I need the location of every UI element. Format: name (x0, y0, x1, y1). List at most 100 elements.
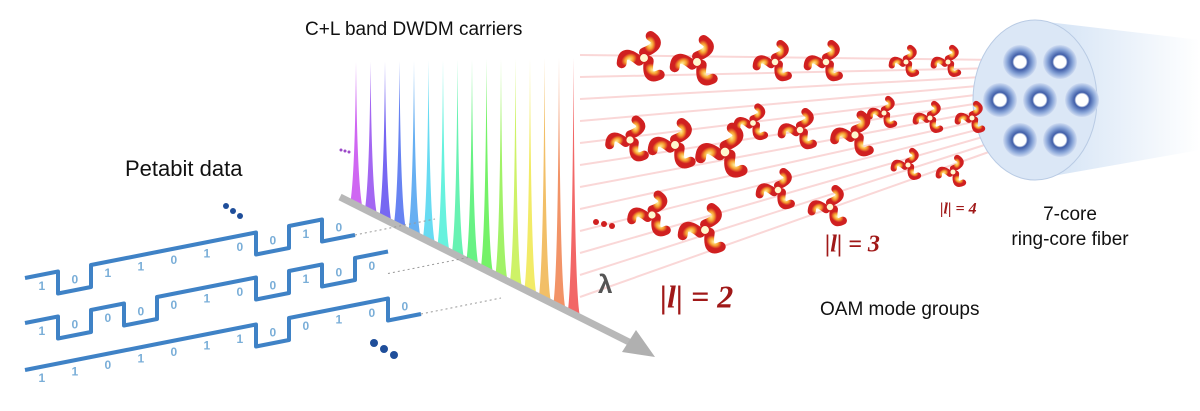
spiral-arm (890, 159, 909, 172)
spiral-arm (949, 154, 964, 172)
spiral-arm (692, 35, 714, 62)
spiral-core (750, 120, 756, 126)
spiral-core (822, 58, 830, 66)
mode-label: |l| = 2 (660, 278, 733, 314)
spiral-arm (930, 56, 949, 69)
spiral-arm (719, 122, 744, 152)
spiral-core (927, 115, 933, 121)
oam-beam (755, 167, 795, 210)
spiral-arm (807, 200, 831, 216)
spiral-arm (770, 39, 789, 62)
spiral-arm (700, 203, 722, 230)
spiral-arm (627, 207, 653, 225)
oam-beam (627, 190, 671, 237)
bit: 1 (204, 246, 211, 260)
spiral-arm (904, 147, 919, 165)
bit: 0 (138, 304, 145, 318)
spiral-arm (755, 183, 779, 199)
fiber-label: 7-core (1043, 204, 1097, 225)
bit: 0 (402, 299, 409, 313)
carrier (393, 61, 406, 227)
oam-beam (912, 100, 944, 133)
spiral-arm (888, 56, 907, 69)
spiral-arm (830, 127, 856, 145)
spiral-arm (647, 136, 676, 156)
spiral-arm (695, 143, 726, 164)
oam-beam (752, 39, 792, 82)
spiral-arm (752, 121, 769, 140)
spiral-arm (724, 149, 748, 178)
carrier (509, 58, 522, 285)
oam-label: OAM mode groups (820, 299, 979, 320)
stream-guide (420, 297, 502, 315)
spiral-arm (643, 55, 665, 82)
spiral-arm (968, 100, 983, 118)
wavelength-axis (338, 193, 637, 349)
beam (579, 75, 1001, 100)
spiral-core (851, 131, 859, 139)
bit-wave (24, 217, 356, 296)
spiral-arm (777, 188, 795, 210)
bit: 0 (72, 317, 79, 331)
oam-beam (866, 95, 898, 128)
oam-beam (830, 110, 874, 157)
spiral-arm (696, 59, 718, 86)
spiral-core (905, 162, 911, 168)
bit: 0 (237, 285, 244, 299)
spiral-arm (883, 111, 898, 128)
stream-guide (387, 257, 469, 274)
ellipsis (593, 219, 615, 229)
spiral-arm (944, 44, 959, 62)
stream-guide (354, 218, 436, 236)
bit-wave (24, 249, 389, 341)
beam (579, 83, 1001, 122)
spiral-arm (799, 128, 817, 150)
carrier (480, 59, 493, 271)
spiral-arm (971, 116, 986, 133)
beam (579, 131, 1001, 254)
bit: 1 (336, 312, 343, 326)
spiral-core (969, 115, 975, 121)
spiral-core (626, 136, 634, 144)
oam-beam (935, 154, 967, 187)
bit: 0 (336, 220, 343, 234)
carrier (466, 59, 478, 263)
oam-beam (807, 184, 847, 227)
carrier (495, 59, 507, 278)
spiral-arm (605, 132, 631, 150)
carrier (350, 62, 362, 205)
fiber-core (1065, 83, 1099, 117)
spiral-arm (905, 60, 920, 77)
spiral-arm (625, 115, 646, 140)
spiral-core (771, 58, 779, 66)
spiral-arm (669, 53, 698, 73)
carrier (451, 59, 464, 256)
bit: 1 (39, 279, 46, 293)
spiral-core (648, 211, 656, 219)
spiral-arm (912, 112, 931, 125)
spiral-core (701, 226, 709, 234)
oam-beam (616, 31, 665, 82)
spiral-arm (880, 95, 895, 113)
spiral-arm (926, 100, 941, 118)
spiral-core (693, 58, 701, 66)
spiral-arm (803, 55, 827, 71)
oam-beam (954, 100, 986, 133)
oam-beam (930, 44, 962, 77)
spiral-arm (677, 221, 706, 241)
beam (579, 91, 1001, 144)
bit: 0 (105, 311, 112, 325)
carrier (437, 60, 449, 249)
oam-beam (677, 203, 726, 254)
beam (579, 115, 1001, 210)
spiral-core (796, 126, 804, 134)
fiber-core (983, 83, 1017, 117)
carriers-label: C+L band DWDM carriers (305, 19, 522, 40)
bit: 0 (171, 345, 178, 359)
spiral-core (640, 54, 648, 62)
carrier (567, 57, 580, 314)
spiral-arm (774, 60, 792, 82)
bit: 1 (204, 338, 211, 352)
ellipsis (223, 203, 398, 359)
carrier (379, 61, 391, 220)
